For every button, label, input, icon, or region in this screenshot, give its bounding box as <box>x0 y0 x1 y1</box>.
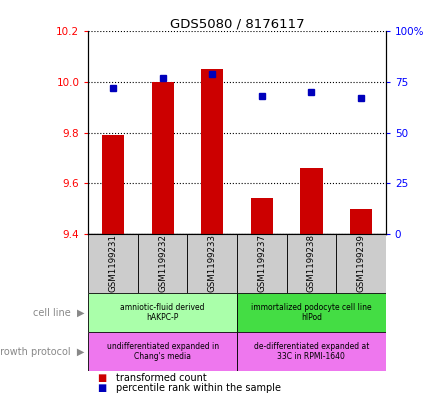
Bar <box>138 234 187 293</box>
Text: GSM1199233: GSM1199233 <box>207 234 216 292</box>
Bar <box>335 234 385 293</box>
Bar <box>237 293 385 332</box>
Bar <box>286 234 335 293</box>
Bar <box>250 198 272 234</box>
Text: percentile rank within the sample: percentile rank within the sample <box>116 383 281 393</box>
Text: de-differentiated expanded at
33C in RPMI-1640: de-differentiated expanded at 33C in RPM… <box>253 342 368 362</box>
Bar <box>88 234 138 293</box>
Title: GDS5080 / 8176117: GDS5080 / 8176117 <box>169 17 304 30</box>
Text: growth protocol  ▶: growth protocol ▶ <box>0 347 84 357</box>
Text: ■: ■ <box>97 383 106 393</box>
Text: transformed count: transformed count <box>116 373 207 383</box>
Bar <box>88 332 236 371</box>
Text: GSM1199239: GSM1199239 <box>356 234 365 292</box>
Text: GSM1199231: GSM1199231 <box>108 234 117 292</box>
Text: GSM1199237: GSM1199237 <box>257 234 266 292</box>
Bar <box>300 168 322 234</box>
Bar <box>237 332 385 371</box>
Bar <box>349 209 371 234</box>
Bar <box>201 70 223 234</box>
Text: amniotic-fluid derived
hAKPC-P: amniotic-fluid derived hAKPC-P <box>120 303 205 322</box>
Bar <box>187 234 237 293</box>
Bar <box>102 135 124 234</box>
Text: cell line  ▶: cell line ▶ <box>33 307 84 318</box>
Text: undifferentiated expanded in
Chang's media: undifferentiated expanded in Chang's med… <box>106 342 218 362</box>
Bar <box>88 293 236 332</box>
Text: GSM1199232: GSM1199232 <box>158 234 167 292</box>
Bar <box>151 82 173 234</box>
Text: GSM1199238: GSM1199238 <box>306 234 315 292</box>
Text: ■: ■ <box>97 373 106 383</box>
Bar <box>237 234 286 293</box>
Text: immortalized podocyte cell line
hIPod: immortalized podocyte cell line hIPod <box>251 303 371 322</box>
